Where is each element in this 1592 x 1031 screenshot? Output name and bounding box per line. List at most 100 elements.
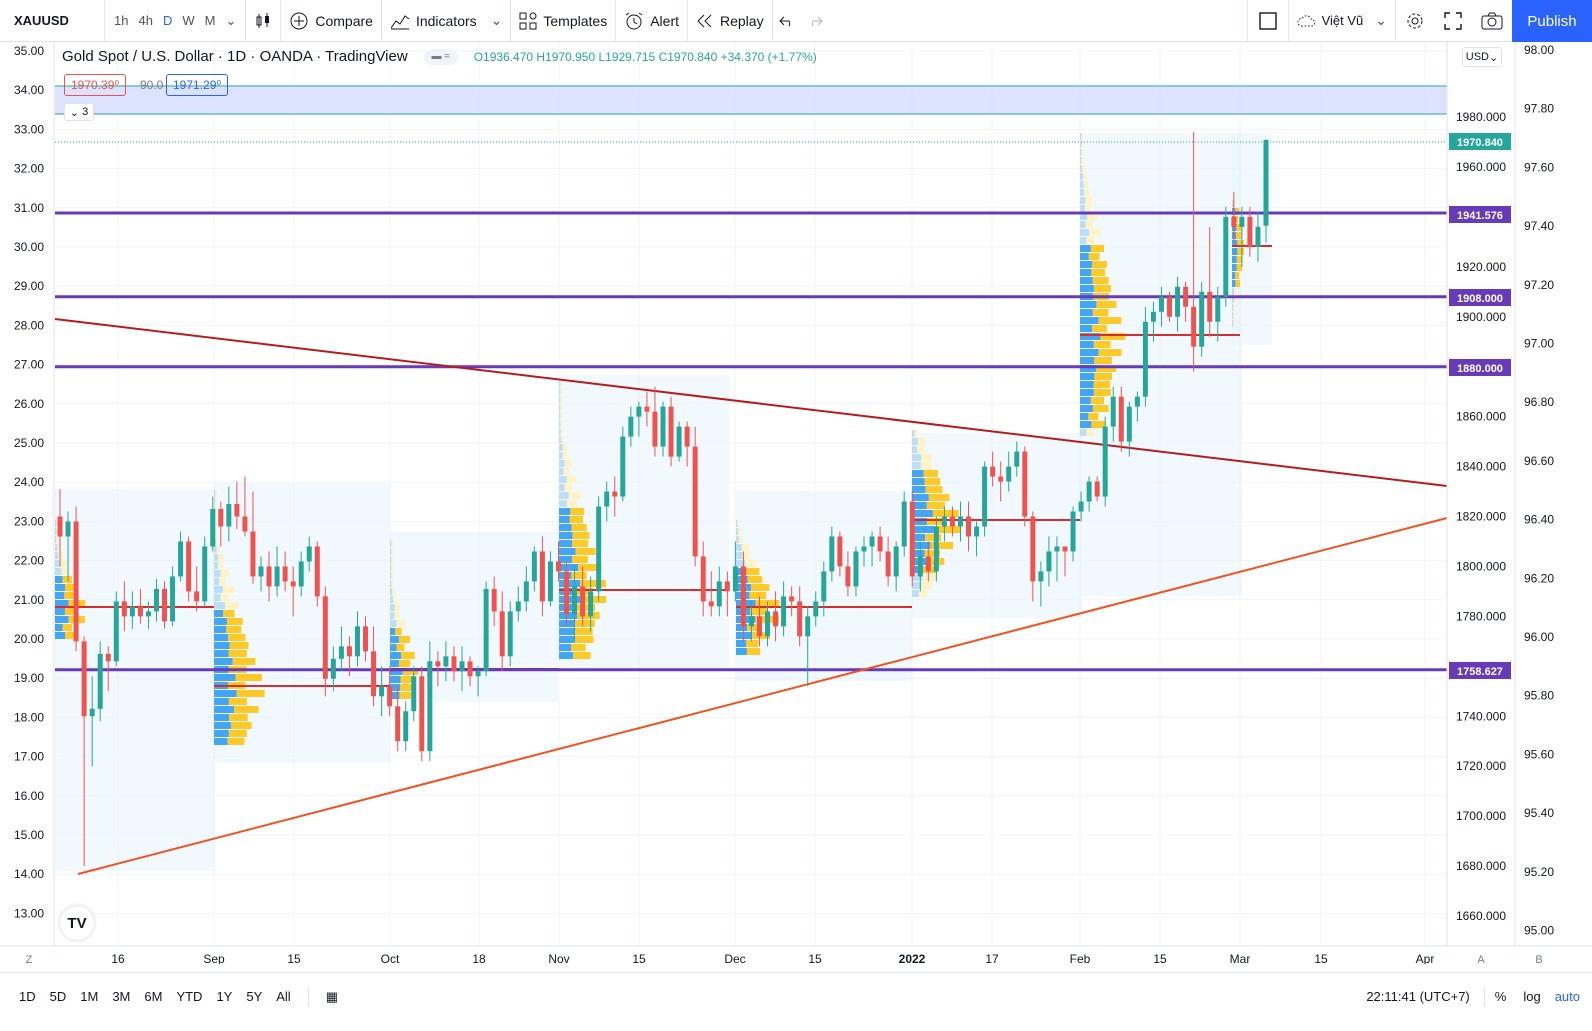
auto-toggle[interactable]: auto bbox=[1554, 989, 1580, 1004]
candle-body bbox=[644, 406, 650, 412]
interval-m[interactable]: M bbox=[204, 13, 216, 28]
range-ytd[interactable]: YTD bbox=[176, 989, 203, 1004]
candle-body bbox=[459, 661, 465, 672]
snapshot-button[interactable] bbox=[1472, 0, 1512, 42]
chevron-down-icon[interactable]: ⌄ bbox=[225, 12, 237, 28]
currency-button[interactable]: USD ⌄ bbox=[1462, 47, 1502, 67]
candle-body bbox=[998, 476, 1004, 482]
volume-bar-up bbox=[1080, 357, 1095, 364]
tradingview-logo-icon[interactable]: TV bbox=[60, 906, 94, 940]
volume-bar-down bbox=[1096, 301, 1117, 308]
indicators-button[interactable]: Indicators ⌄ bbox=[382, 0, 510, 42]
range-all[interactable]: All bbox=[276, 989, 291, 1004]
range-1d[interactable]: 1D bbox=[19, 989, 36, 1004]
candle-body bbox=[531, 551, 537, 582]
volume-bar-down bbox=[232, 658, 256, 665]
corner-z[interactable]: Z bbox=[26, 954, 33, 964]
volume-bar-up bbox=[1080, 189, 1085, 196]
volume-bar-down bbox=[215, 490, 217, 497]
volume-bar-up bbox=[559, 476, 567, 483]
layout-button[interactable] bbox=[1248, 0, 1288, 42]
interval-group: 1h 4h D W M ⌄ bbox=[105, 0, 245, 42]
outer-axis-tick: 96.60 bbox=[1524, 454, 1554, 468]
divider bbox=[510, 0, 512, 42]
volume-bar-down bbox=[1085, 205, 1092, 212]
clock[interactable]: 22:11:41 (UTC+7) bbox=[1366, 989, 1470, 1004]
log-toggle[interactable]: log bbox=[1523, 989, 1541, 1004]
horizontal-levels[interactable] bbox=[55, 211, 1447, 672]
volume-profile-zone bbox=[1080, 133, 1242, 596]
range-3m[interactable]: 3M bbox=[112, 989, 131, 1004]
symbol-search[interactable]: XAUUSD bbox=[14, 13, 69, 28]
replay-button[interactable]: Replay bbox=[688, 0, 772, 42]
outer-axis-tick: 95.00 bbox=[1524, 924, 1554, 938]
range-6m[interactable]: 6M bbox=[144, 989, 163, 1004]
volume-bar-down bbox=[394, 604, 400, 611]
volume-bar-up bbox=[912, 526, 935, 533]
symbol-title[interactable]: Gold Spot / U.S. Dollar · 1D · OANDA · T… bbox=[62, 48, 408, 65]
settings-button[interactable] bbox=[1396, 0, 1434, 42]
volume-bar-up bbox=[736, 528, 739, 535]
indicators-collapse-button[interactable]: ⌄ 3 bbox=[64, 103, 94, 121]
trendline-lower[interactable] bbox=[77, 517, 1448, 875]
corner-a[interactable]: A bbox=[1477, 954, 1485, 964]
candle-body bbox=[467, 661, 473, 677]
range-5y[interactable]: 5Y bbox=[246, 989, 263, 1004]
chevron-down-icon[interactable]: ⌄ bbox=[490, 12, 503, 28]
candle-body bbox=[282, 566, 288, 582]
undo-button[interactable] bbox=[773, 0, 801, 42]
interval-d[interactable]: D bbox=[162, 13, 173, 28]
trendline-upper[interactable] bbox=[54, 318, 1448, 487]
compare-button[interactable]: Compare bbox=[281, 0, 381, 42]
chevron-down-icon: ⌄ bbox=[1375, 12, 1387, 28]
volume-bar-up bbox=[559, 540, 573, 547]
time-axis-tick: 15 bbox=[1314, 952, 1328, 964]
price-labels: 1970.840 1941.576 1908.000 1880.000 1758… bbox=[1449, 133, 1511, 679]
corner-b[interactable]: B bbox=[1535, 954, 1542, 964]
candle-body bbox=[162, 588, 168, 622]
volume-bar-up bbox=[1080, 397, 1091, 404]
account-menu[interactable]: Việt Vũ ⌄ bbox=[1289, 0, 1395, 42]
volume-bar-down bbox=[1092, 325, 1107, 332]
candle-body bbox=[371, 651, 377, 697]
redo-button[interactable] bbox=[801, 0, 829, 42]
volume-bar-down bbox=[1081, 157, 1084, 164]
level-label-1941: 1941.576 bbox=[1457, 210, 1503, 222]
volume-bar-down bbox=[560, 388, 562, 395]
candles-icon bbox=[256, 12, 270, 28]
chart-area[interactable]: 35.00 34.00 33.00 32.00 31.00 30.00 29.00 28.00… bbox=[0, 42, 1592, 964]
volume-bar-up bbox=[912, 438, 918, 445]
publish-button[interactable]: Publish bbox=[1512, 0, 1592, 42]
range-1y[interactable]: 1Y bbox=[216, 989, 233, 1004]
time-axis-tick: Apr bbox=[1416, 952, 1435, 964]
volume-bar-up bbox=[1080, 141, 1082, 148]
time-axis[interactable]: 16 Sep 15 Oct 18 Nov 15 Dec 15 2022 17 Feb 15 Mar 15 Ap… bbox=[111, 952, 1434, 964]
time-axis-tick: Mar bbox=[1230, 952, 1251, 964]
sell-price-button[interactable]: 1970.39⁰ bbox=[64, 74, 127, 96]
volume-bar-down bbox=[568, 492, 581, 499]
alert-button[interactable]: Alert bbox=[616, 0, 687, 42]
calendar-icon[interactable]: ▦ bbox=[325, 988, 338, 1004]
interval-w[interactable]: W bbox=[182, 13, 195, 28]
volume-bar-up bbox=[1232, 256, 1237, 263]
volume-bar-up bbox=[1080, 221, 1086, 228]
volume-bar-down bbox=[57, 544, 61, 551]
interval-4h[interactable]: 4h bbox=[138, 13, 153, 28]
price-axis[interactable]: 1980.000 1960.000 1920.000 1900.000 1860.000… bbox=[1456, 110, 1506, 923]
left-axis-tick: 17.00 bbox=[14, 750, 44, 764]
templates-button[interactable]: Templates bbox=[511, 0, 615, 42]
legend-toggle-icon[interactable]: ▬ ≈ bbox=[423, 48, 458, 65]
percent-toggle[interactable]: % bbox=[1494, 989, 1507, 1004]
interval-1h[interactable]: 1h bbox=[114, 13, 129, 28]
chart-type-button[interactable] bbox=[246, 0, 280, 42]
range-1m[interactable]: 1M bbox=[80, 989, 99, 1004]
chevron-down-icon: ⌄ bbox=[69, 106, 83, 119]
volume-bar-up bbox=[390, 556, 392, 563]
buy-price-button[interactable]: 1971.29⁰ bbox=[166, 74, 229, 96]
volume-bar-down bbox=[1098, 349, 1122, 356]
fullscreen-button[interactable] bbox=[1434, 0, 1472, 42]
volume-bar-up bbox=[214, 730, 229, 737]
price-chart[interactable]: 35.00 34.00 33.00 32.00 31.00 30.00 29.00 28.00… bbox=[0, 42, 1592, 964]
volume-bar-up bbox=[1232, 312, 1234, 319]
range-5d[interactable]: 5D bbox=[49, 989, 67, 1004]
